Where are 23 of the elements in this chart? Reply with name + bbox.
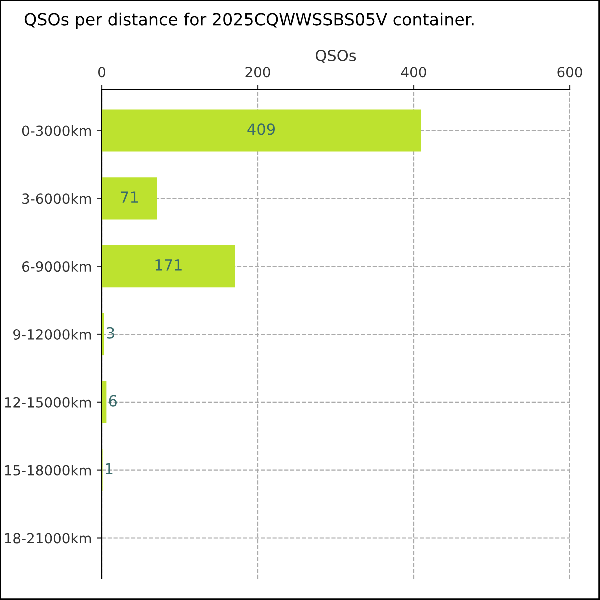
- data-label: 6: [109, 395, 117, 407]
- bar: [102, 381, 107, 424]
- data-label: 1: [106, 463, 113, 475]
- data-label: 71: [121, 192, 138, 203]
- y-tick-label: 3-6000km: [22, 193, 92, 204]
- x-tick-label: 600: [558, 67, 582, 78]
- data-label: 3: [107, 327, 114, 339]
- bar: [102, 178, 158, 220]
- x-axis-title: QSOs: [316, 50, 356, 64]
- y-tick-label: 12-15000km: [5, 397, 92, 408]
- y-tick-label: 0-3000km: [22, 125, 92, 136]
- bar: [102, 246, 236, 288]
- x-tick-label: 200: [246, 67, 270, 78]
- bar: [102, 110, 422, 152]
- x-tick-label: 400: [401, 67, 426, 78]
- data-label: 409: [248, 124, 276, 136]
- y-tick-label: 15-18000km: [5, 465, 92, 476]
- chart-title: QSOs per distance for 2025CQWWSSBS05V container.: [24, 12, 474, 30]
- y-tick-label: 6-9000km: [22, 261, 92, 272]
- x-tick-label: 0: [98, 67, 106, 78]
- y-tick-label: 9-12000km: [14, 329, 92, 340]
- data-label: 171: [156, 260, 182, 271]
- y-tick-label: 18-21000km: [5, 532, 92, 544]
